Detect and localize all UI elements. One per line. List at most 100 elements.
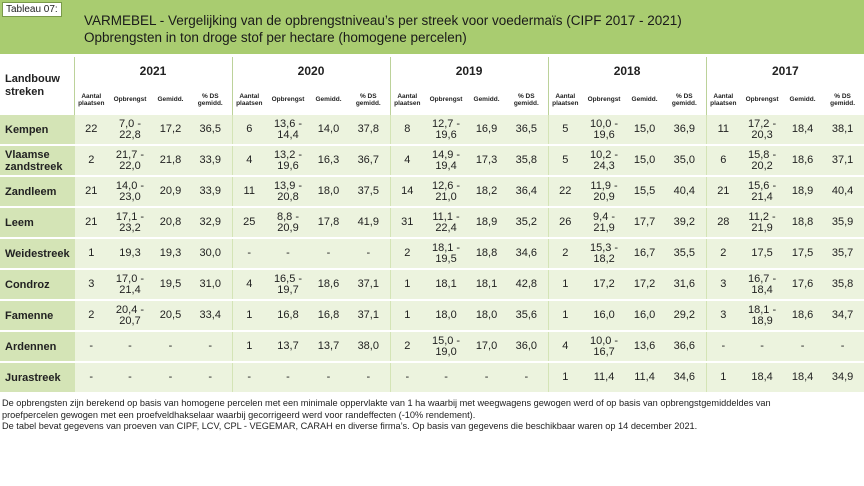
column-subheader: Gemidd. xyxy=(784,84,822,115)
table-cell: 17,5 xyxy=(784,238,822,270)
table-row: Famenne 2 20,4 - 20,7 20,5 33,4 1 16,8 16,8 37,1… xyxy=(0,300,864,332)
table-cell: 13,7 xyxy=(310,331,348,363)
table-cell: 11,4 xyxy=(626,362,664,394)
table-cell: - xyxy=(505,362,549,394)
title-line-2: Opbrengsten in ton droge stof per hectar… xyxy=(84,30,467,45)
table-cell: 15,0 xyxy=(626,115,664,146)
table-cell: 19,3 xyxy=(152,238,189,270)
table-cell: 7,0 - 22,8 xyxy=(108,115,152,146)
table-cell: 16,0 xyxy=(626,300,664,332)
table-cell: 14 xyxy=(389,176,425,208)
table-cell: 6 xyxy=(231,115,267,146)
table-cell: 36,0 xyxy=(505,331,549,363)
table-cell: 39,2 xyxy=(663,207,707,239)
year-header: 2021 xyxy=(73,57,233,84)
table-cell: 5 xyxy=(547,145,583,177)
table-cell: 37,5 xyxy=(347,176,391,208)
year-header: 2019 xyxy=(389,57,549,84)
table-cell: 15,0 - 19,0 xyxy=(424,331,469,363)
table-cell: 3 xyxy=(705,300,741,332)
table-cell: 13,6 - 14,4 xyxy=(266,115,311,146)
table-cell: 3 xyxy=(73,269,108,301)
table-cell: 21,8 xyxy=(152,145,189,177)
table-cell: 16,0 xyxy=(582,300,627,332)
table-cell: 17,1 - 23,2 xyxy=(108,207,152,239)
table-row: Weidestreek 1 19,3 19,3 30,0- - - -2 18,1 - 19,5… xyxy=(0,238,864,270)
table-cell: - xyxy=(266,238,311,270)
table-cell: 18,1 - 18,9 xyxy=(740,300,785,332)
table-cell: 34,9 xyxy=(821,362,864,394)
table-cell: 26 xyxy=(547,207,583,239)
table-cell: 36,6 xyxy=(663,331,707,363)
table-cell: 16,8 xyxy=(266,300,311,332)
column-subheader: Opbrengst xyxy=(266,84,311,115)
table-cell: 10,2 - 24,3 xyxy=(582,145,627,177)
table-cell: 2 xyxy=(547,238,583,270)
table-row: Leem 21 17,1 - 23,2 20,8 32,9 25 8,8 - 20,9 17,… xyxy=(0,207,864,239)
table-cell: 10,0 - 16,7 xyxy=(582,331,627,363)
table-cell: 4 xyxy=(547,331,583,363)
table-cell: 35,8 xyxy=(821,269,864,301)
table-cell: 1 xyxy=(705,362,741,394)
year-header: 2018 xyxy=(547,57,707,84)
table-cell: 40,4 xyxy=(821,176,864,208)
table-cell: 32,9 xyxy=(189,207,233,239)
table-cell: 12,7 - 19,6 xyxy=(424,115,469,146)
table-cell: 35,7 xyxy=(821,238,864,270)
table-cell: 17,0 - 21,4 xyxy=(108,269,152,301)
table-cell: 20,4 - 20,7 xyxy=(108,300,152,332)
table-cell: 8,8 - 20,9 xyxy=(266,207,311,239)
column-subheader: Opbrengst xyxy=(582,84,627,115)
table-cell: 18,0 xyxy=(468,300,506,332)
table-cell: 34,6 xyxy=(505,238,549,270)
table-cell: - xyxy=(73,331,108,363)
column-subheader: % DS gemidd. xyxy=(663,84,707,115)
table-cell: 20,9 xyxy=(152,176,189,208)
table-row: Ardennen - - - -1 13,7 13,7 38,0 2 15,0 - 19,0 17,… xyxy=(0,331,864,363)
table-cell: 31 xyxy=(389,207,425,239)
column-subheader: Opbrengst xyxy=(108,84,152,115)
table-cell: 17,0 xyxy=(468,331,506,363)
column-subheader: Aantal plaatsen xyxy=(547,84,583,115)
table-cell: 19,3 xyxy=(108,238,152,270)
table-cell: 20,8 xyxy=(152,207,189,239)
table-cell: 37,1 xyxy=(347,300,391,332)
table-cell: - xyxy=(740,331,785,363)
table-cell: 16,5 - 19,7 xyxy=(266,269,311,301)
table-cell: 11 xyxy=(705,115,741,146)
table-cell: 17,2 xyxy=(626,269,664,301)
footnote-line: proefpercelen gewogen met een proefveldh… xyxy=(2,409,476,420)
table-cell: 14,0 xyxy=(310,115,348,146)
table-cell: 22 xyxy=(547,176,583,208)
region-label: Famenne xyxy=(0,300,74,332)
table-cell: 17,2 xyxy=(152,115,189,146)
table-cell: 18,6 xyxy=(310,269,348,301)
footnote-line: De tabel bevat gegevens van proeven van … xyxy=(2,421,698,431)
table-cell: 37,8 xyxy=(347,115,391,146)
column-subheader: % DS gemidd. xyxy=(821,84,864,115)
table-cell: 2 xyxy=(705,238,741,270)
table-row: Condroz 3 17,0 - 21,4 19,5 31,0 4 16,5 - 19,7 1… xyxy=(0,269,864,301)
table-cell: 13,6 xyxy=(626,331,664,363)
table-cell: 17,3 xyxy=(468,145,506,177)
table-cell: 1 xyxy=(231,331,267,363)
table-cell: 6 xyxy=(705,145,741,177)
table-cell: 10,0 - 19,6 xyxy=(582,115,627,146)
table-cell: 21,7 - 22,0 xyxy=(108,145,152,177)
table-cell: 18,2 xyxy=(468,176,506,208)
table-cell: 36,9 xyxy=(663,115,707,146)
table-cell: 1 xyxy=(547,269,583,301)
table-cell: 1 xyxy=(389,269,425,301)
table-cell: 18,9 xyxy=(468,207,506,239)
table-cell: 35,8 xyxy=(505,145,549,177)
table-cell: 35,0 xyxy=(663,145,707,177)
column-subheader: Gemidd. xyxy=(626,84,664,115)
table-cell: 15,5 xyxy=(626,176,664,208)
table-cell: - xyxy=(189,362,233,394)
table-cell: 17,2 - 20,3 xyxy=(740,115,785,146)
column-subheader: Opbrengst xyxy=(740,84,785,115)
table-cell: 17,5 xyxy=(740,238,785,270)
column-subheader: Gemidd. xyxy=(152,84,189,115)
table-cell: 21 xyxy=(73,207,108,239)
table-cell: - xyxy=(389,362,425,394)
